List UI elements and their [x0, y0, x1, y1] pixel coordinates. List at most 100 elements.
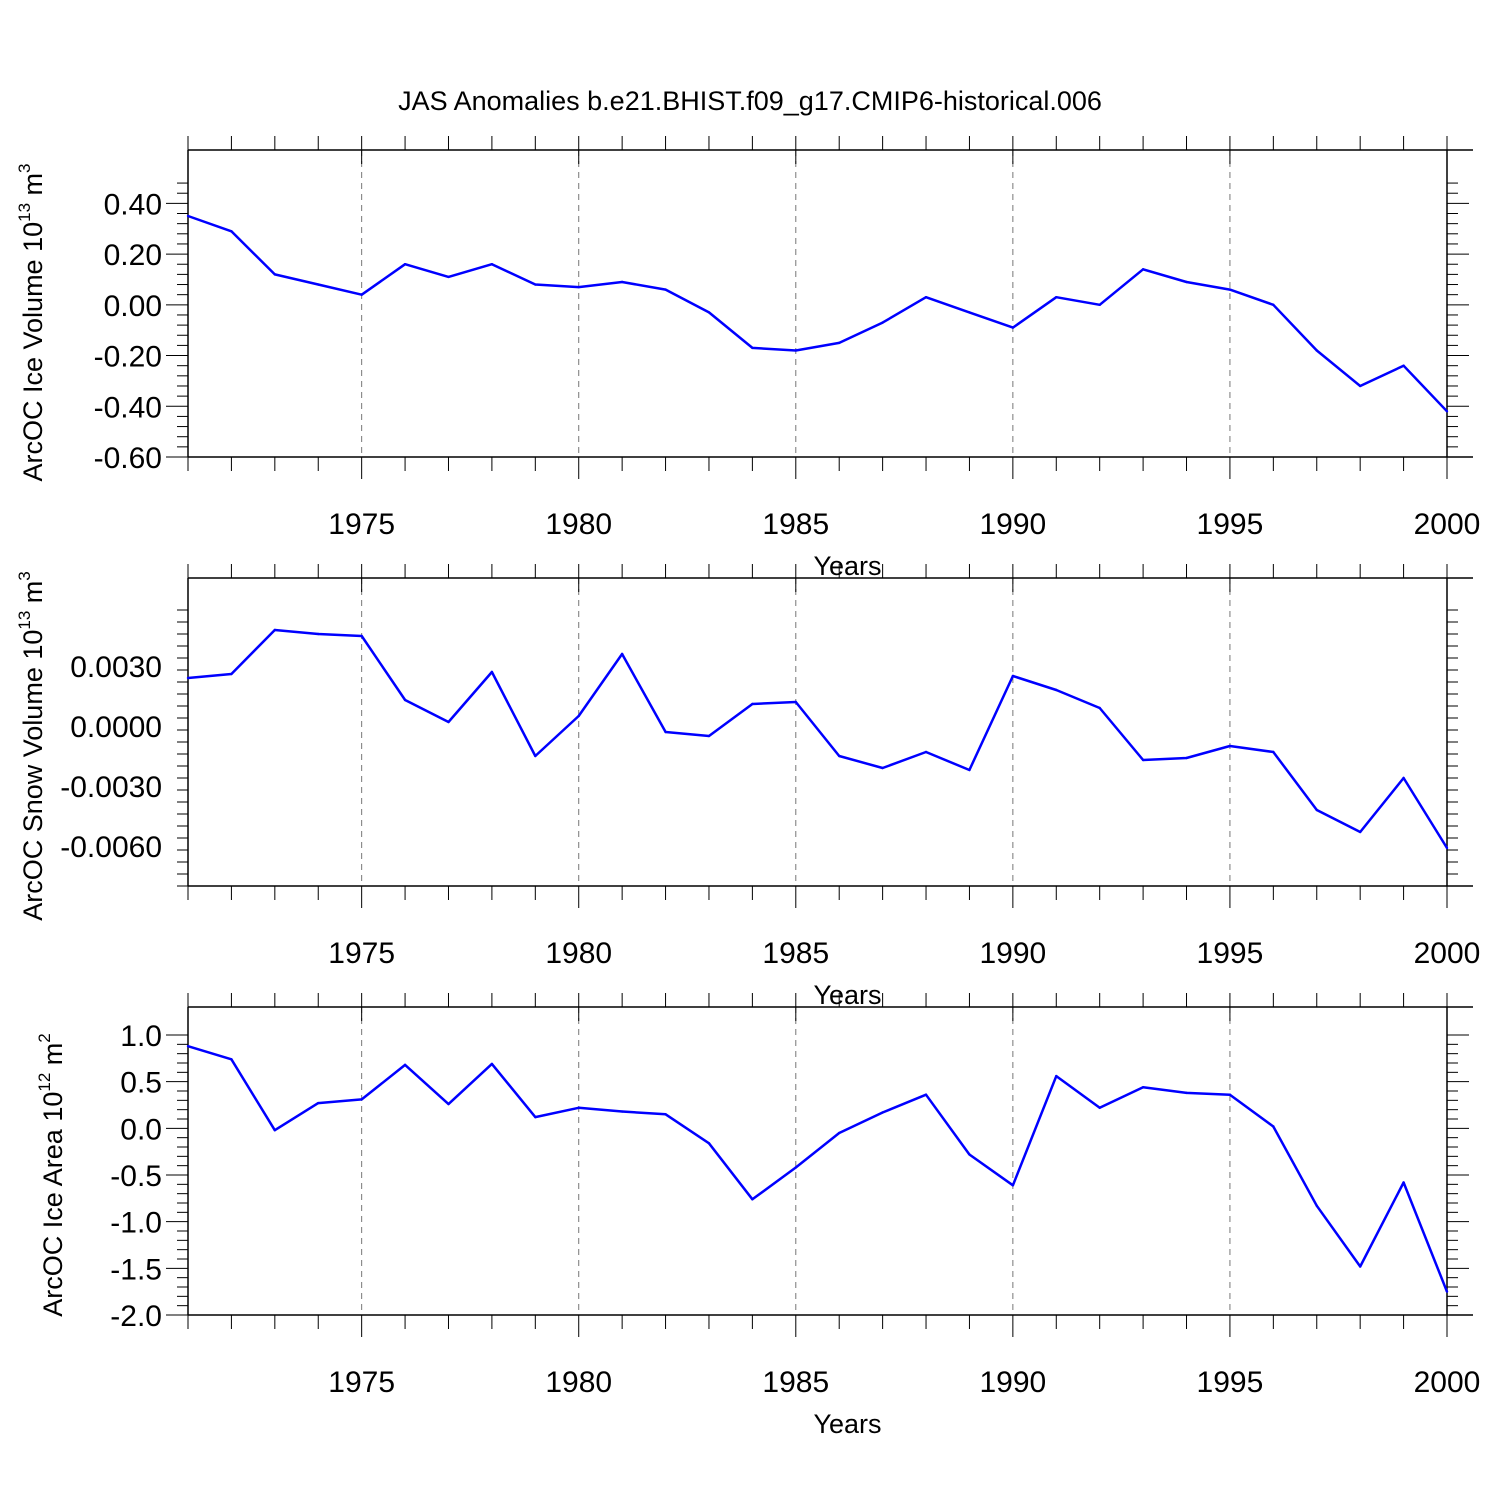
y-tick-label: 0.0030 — [70, 651, 162, 684]
data-point — [751, 702, 754, 706]
y-axis-title: ArcOC Snow Volume 1013 m3 — [15, 571, 48, 921]
data-point — [273, 273, 277, 276]
data-point — [1011, 674, 1015, 678]
data-point — [1228, 1093, 1232, 1096]
data-point — [186, 1045, 190, 1048]
data-point — [403, 263, 407, 266]
data-point — [1445, 410, 1449, 413]
y-tick-label: 0.0000 — [70, 711, 162, 744]
y-tick-label: -1.5 — [110, 1253, 162, 1286]
data-point — [577, 1106, 580, 1110]
data-point — [1098, 1106, 1101, 1110]
data-point — [447, 275, 450, 279]
series-line — [187, 214, 1448, 413]
data-point — [1055, 296, 1058, 299]
data-point — [838, 341, 841, 345]
data-point — [1098, 303, 1101, 307]
x-tick-label: 1995 — [1197, 937, 1264, 970]
panel-ice-volume: -0.60 -0.40 -0.20 0.00 0.20 0.40 1975 1980 1985 1… — [15, 136, 1480, 581]
data-point — [838, 1131, 841, 1135]
data-point — [1098, 706, 1101, 710]
y-tick-label: -1.0 — [110, 1207, 162, 1240]
data-point — [838, 754, 841, 758]
data-point — [924, 750, 928, 754]
data-point — [447, 1102, 450, 1106]
y-tick-label: -0.0030 — [60, 771, 162, 804]
data-point — [490, 670, 494, 674]
y-tick-label: -0.40 — [94, 391, 162, 424]
x-axis-title: Years — [813, 980, 881, 1010]
panel-snow-volume: -0.0060 -0.0030 0.0000 0.0030 1975 1980 1985 19… — [15, 564, 1480, 1010]
data-point — [794, 700, 797, 704]
data-point — [577, 714, 580, 718]
x-axis-title: Years — [813, 551, 881, 581]
y-axis-title: ArcOC Ice Volume 1013 m3 — [15, 163, 48, 481]
y-tick-label: -2.0 — [110, 1300, 162, 1333]
data-point — [707, 734, 711, 738]
data-point — [794, 349, 797, 352]
data-point — [968, 1153, 971, 1156]
data-point — [534, 754, 537, 758]
data-point — [1402, 1181, 1405, 1184]
data-point — [751, 346, 754, 350]
x-tick-label: 1975 — [328, 937, 395, 970]
data-point — [1011, 1184, 1015, 1187]
data-point — [490, 1062, 494, 1066]
data-point — [794, 1166, 797, 1169]
data-point — [577, 285, 580, 289]
data-point — [1185, 756, 1188, 760]
data-point — [360, 634, 363, 638]
data-point — [1228, 288, 1232, 291]
series-line — [187, 1045, 1449, 1293]
data-point — [968, 768, 971, 772]
data-point — [1358, 830, 1362, 834]
data-point — [534, 1115, 537, 1119]
figure-title: JAS Anomalies b.e21.BHIST.f09_g17.CMIP6-… — [398, 86, 1102, 116]
data-point — [1272, 1125, 1275, 1128]
y-tick-label: 0.20 — [104, 239, 162, 272]
data-point — [1185, 280, 1188, 284]
data-point — [881, 1111, 884, 1114]
y-tick-label: 0.5 — [120, 1067, 162, 1100]
data-point — [881, 321, 884, 324]
data-point — [186, 214, 190, 218]
data-point — [1272, 303, 1275, 307]
data-point — [273, 628, 277, 632]
x-tick-label: 1985 — [762, 508, 829, 541]
data-point — [1228, 744, 1232, 748]
data-point — [1011, 326, 1015, 329]
data-point — [1055, 1074, 1058, 1078]
y-tick-label: 0.0 — [120, 1113, 162, 1146]
data-point — [360, 293, 363, 296]
y-tick-label: -0.5 — [110, 1160, 162, 1193]
x-tick-label: 2000 — [1414, 937, 1481, 970]
panel-ice-area: -2.0 -1.5 -1.0 -0.5 0.0 0.5 1.0 1975 1980 1985 199… — [35, 993, 1480, 1439]
data-point — [751, 1198, 754, 1201]
data-point — [317, 1101, 320, 1105]
y-tick-label: 1.0 — [120, 1020, 162, 1053]
data-point — [1358, 1265, 1362, 1268]
x-tick-label: 1975 — [328, 508, 395, 541]
data-point — [707, 311, 711, 314]
y-tick-label: 0.00 — [104, 290, 162, 323]
data-point — [447, 720, 450, 724]
x-axis-title: Years — [813, 1409, 881, 1439]
x-tick-label: 1995 — [1197, 1366, 1264, 1399]
data-point — [1315, 808, 1318, 812]
series-line — [187, 628, 1449, 849]
data-point — [1445, 1290, 1449, 1293]
data-point — [230, 672, 233, 676]
data-point — [968, 311, 971, 314]
data-point — [620, 652, 624, 656]
data-point — [1358, 384, 1362, 388]
x-tick-label: 1980 — [545, 937, 612, 970]
data-point — [1055, 688, 1058, 692]
x-tick-label: 1990 — [979, 508, 1046, 541]
x-tick-label: 1990 — [979, 937, 1046, 970]
x-tick-label: 1990 — [979, 1366, 1046, 1399]
data-point — [1272, 750, 1275, 754]
data-point — [620, 280, 624, 284]
data-point — [1315, 1204, 1318, 1208]
data-point — [924, 296, 928, 299]
data-point — [1141, 758, 1145, 762]
